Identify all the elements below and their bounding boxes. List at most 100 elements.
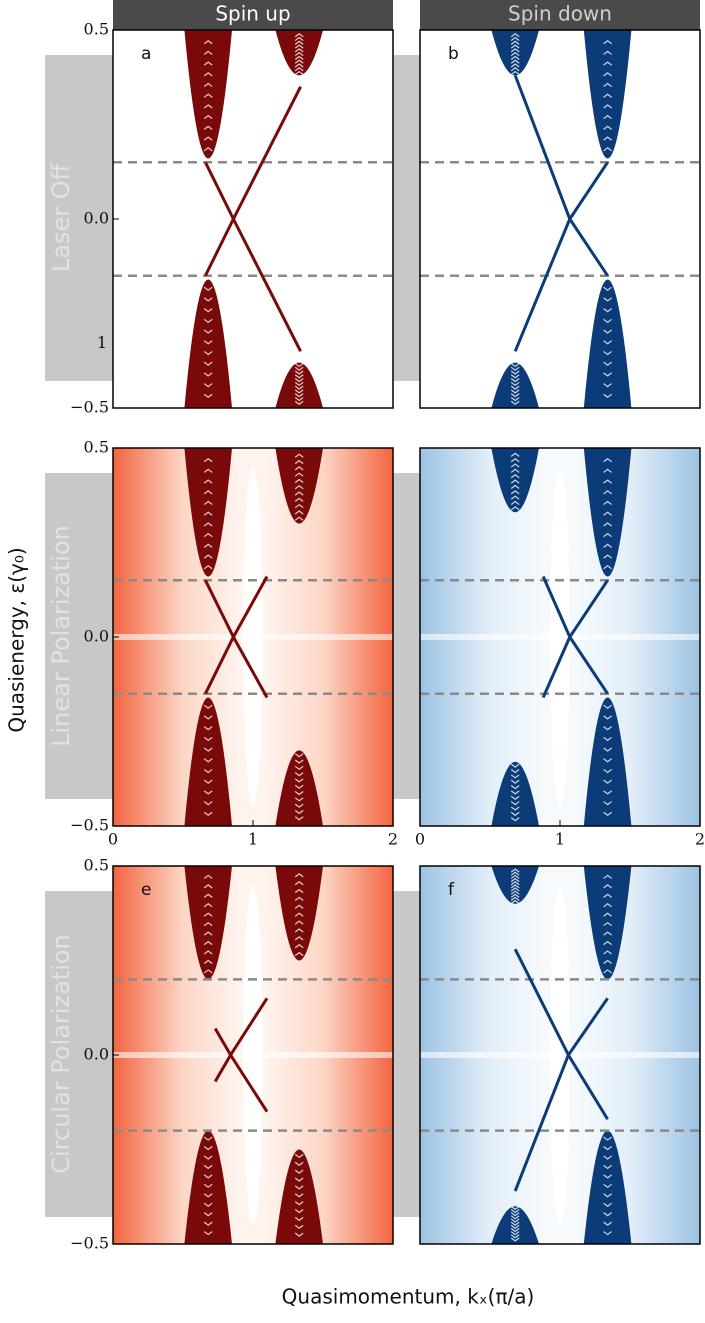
panel: 0.5 0.0 −0.50 1 2 — [70, 438, 398, 849]
band-texture — [510, 795, 520, 800]
band-texture — [294, 36, 304, 42]
band-texture — [603, 726, 612, 731]
header-left: Spin up — [215, 2, 290, 26]
band-texture — [510, 479, 520, 484]
band-texture — [294, 1153, 304, 1159]
band-texture — [203, 912, 213, 917]
band-texture — [510, 36, 520, 42]
band-texture — [510, 887, 520, 892]
band-texture — [510, 463, 520, 468]
band-texture — [294, 491, 304, 496]
edge-state — [513, 161, 609, 352]
band-texture — [203, 940, 213, 946]
band-texture — [294, 70, 304, 76]
band-texture — [603, 361, 612, 366]
panel-area — [420, 448, 700, 826]
band-texture — [510, 1215, 520, 1220]
band-texture — [203, 72, 213, 77]
band-texture — [203, 479, 213, 484]
band-texture — [294, 63, 304, 68]
band-texture — [294, 362, 304, 368]
band-texture — [510, 899, 520, 905]
band-texture — [510, 51, 520, 57]
band-texture — [603, 511, 612, 516]
band-texture — [294, 497, 304, 502]
row-label-box — [393, 473, 420, 799]
band-texture — [294, 1177, 304, 1182]
panel-frame — [112, 29, 394, 409]
band-texture — [203, 903, 213, 908]
band-texture — [510, 874, 520, 879]
band-texture — [603, 114, 612, 120]
band-texture — [294, 48, 304, 53]
band-texture — [510, 871, 520, 876]
band-texture — [603, 340, 612, 345]
panel: 0.5 0.0 −0.5 1 a — [70, 20, 394, 417]
annotation: 1 — [97, 333, 107, 352]
band-texture — [294, 784, 304, 789]
band-texture — [203, 1146, 213, 1151]
band-texture — [203, 959, 213, 964]
band-texture — [510, 40, 520, 45]
panel: 0.5 0.0 −0.5 e — [70, 856, 394, 1253]
y-tick-label: 0.5 — [84, 438, 109, 457]
band-texture — [510, 400, 520, 405]
band-texture — [294, 40, 304, 45]
band-texture — [203, 969, 213, 974]
band-texture — [603, 1221, 612, 1226]
band-texture — [294, 803, 304, 808]
band-texture — [294, 516, 304, 521]
band-texture — [510, 506, 520, 511]
band-texture — [294, 472, 304, 477]
x-tick-label: 2 — [388, 830, 398, 849]
band-texture — [603, 1183, 612, 1189]
band-texture — [203, 779, 213, 784]
zero-stripe — [420, 634, 700, 640]
band-texture — [603, 318, 612, 324]
band-texture — [603, 50, 612, 55]
band-texture — [603, 393, 612, 399]
band-texture — [294, 67, 304, 72]
band-texture — [203, 1136, 213, 1141]
band-texture — [294, 366, 304, 371]
band-texture — [510, 868, 520, 873]
band-texture — [510, 785, 520, 790]
band-texture — [294, 1193, 304, 1198]
band-texture — [603, 950, 612, 955]
band-texture — [603, 768, 612, 774]
band-texture — [603, 715, 612, 720]
row-label-box — [45, 55, 113, 381]
band-texture — [510, 370, 520, 375]
band-texture — [603, 1193, 612, 1198]
x-tick-label: 2 — [695, 830, 705, 849]
band-texture — [294, 753, 304, 758]
band-texture — [510, 1224, 520, 1229]
band-texture — [203, 82, 213, 88]
band-texture — [603, 565, 612, 570]
band-texture — [203, 372, 213, 377]
panel-frame — [419, 865, 701, 1245]
band-texture — [203, 297, 213, 302]
band-texture — [203, 532, 213, 538]
band-texture — [510, 774, 520, 779]
row-label-box — [393, 55, 420, 381]
band-texture — [294, 816, 304, 821]
band-texture — [294, 51, 304, 57]
panel: 0 1 2 — [415, 447, 705, 849]
band-texture — [294, 759, 304, 764]
band-texture — [603, 39, 612, 45]
band-texture — [603, 104, 612, 109]
band-texture — [203, 1183, 213, 1189]
panel-label: f — [448, 880, 455, 900]
band-texture — [603, 1174, 612, 1179]
band-texture — [203, 511, 213, 516]
band-texture — [294, 944, 304, 949]
band-texture — [203, 736, 213, 742]
band-texture — [510, 495, 520, 500]
row-label-box — [45, 891, 113, 1217]
band-texture — [603, 500, 612, 506]
band-texture — [510, 806, 520, 811]
band-texture — [510, 1227, 520, 1233]
band-texture — [203, 136, 213, 141]
band-texture — [510, 1218, 520, 1223]
